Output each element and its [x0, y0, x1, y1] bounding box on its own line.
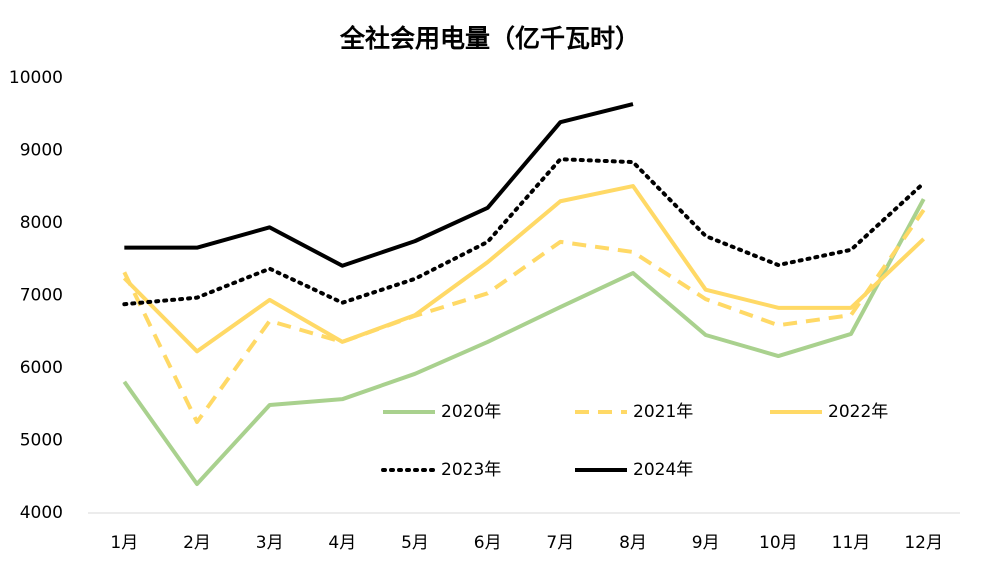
x-tick-label: 10月: [759, 533, 798, 553]
legend-label: 2024年: [633, 460, 693, 480]
x-tick-label: 2月: [183, 533, 211, 553]
x-tick-label: 9月: [692, 533, 720, 553]
line-series: [122, 198, 926, 486]
x-tick-label: 12月: [904, 533, 943, 553]
x-tick-label: 7月: [546, 533, 574, 553]
y-tick-label: 9000: [20, 141, 63, 161]
chart-title: 全社会用电量（亿千瓦时）: [339, 24, 640, 53]
y-tick-label: 8000: [20, 213, 63, 233]
y-tick-label: 5000: [20, 431, 63, 451]
x-tick-label: 4月: [328, 533, 356, 553]
legend-label: 2022年: [828, 402, 888, 422]
legend-label: 2020年: [441, 402, 501, 422]
legend-label: 2023年: [441, 460, 501, 480]
x-tick-label: 1月: [110, 533, 138, 553]
x-tick-label: 6月: [474, 533, 502, 553]
y-tick-label: 6000: [20, 358, 63, 378]
x-tick-label: 11月: [832, 533, 871, 553]
x-tick-label: 3月: [256, 533, 284, 553]
line-series: [122, 208, 926, 425]
x-tick-label: 5月: [401, 533, 429, 553]
line-series: [124, 102, 634, 268]
x-tick-label: 8月: [619, 533, 647, 553]
y-tick-label: 4000: [20, 503, 63, 523]
legend-label: 2021年: [633, 402, 693, 422]
y-tick-label: 10000: [9, 68, 63, 88]
line-series: [122, 184, 926, 354]
line-series: [122, 157, 926, 307]
y-tick-label: 7000: [20, 286, 63, 306]
